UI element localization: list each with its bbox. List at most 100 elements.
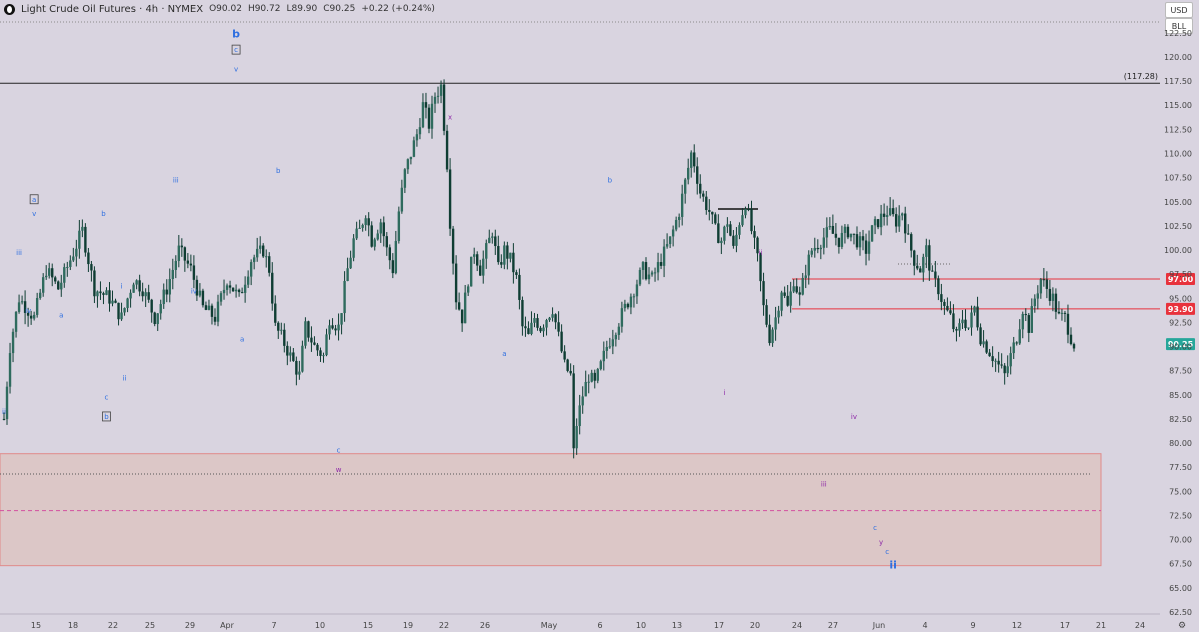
candle-body: [409, 156, 413, 160]
low-value: L89.90: [286, 4, 318, 14]
candle-body: [177, 245, 181, 261]
candle-body: [717, 223, 720, 244]
candle-body: [653, 272, 657, 274]
y-tick-label: 67.50: [1169, 560, 1192, 569]
instrument-title[interactable]: Light Crude Oil Futures · 4h · NYMEX: [21, 3, 204, 15]
instrument-logo-icon: [4, 3, 15, 15]
candle-body: [958, 323, 961, 331]
price-tag-bg: [1166, 272, 1195, 285]
y-tick-label: 102.50: [1164, 222, 1192, 231]
candle-body: [352, 238, 355, 258]
candle-body: [219, 293, 223, 302]
wave-label-box: [29, 194, 39, 205]
candle-body: [108, 290, 111, 304]
candle-body: [635, 284, 639, 297]
candle-body: [810, 250, 813, 255]
candle-body: [482, 258, 485, 276]
candle-body: [536, 318, 539, 328]
candle-body: [967, 327, 970, 329]
candle-body: [255, 248, 259, 258]
candle-body: [1021, 313, 1024, 330]
candle-body: [659, 262, 663, 266]
currency-button[interactable]: USD: [1165, 2, 1193, 18]
candle-body: [427, 107, 431, 129]
candle-body: [831, 225, 835, 234]
candle-body: [1024, 313, 1027, 316]
x-tick-label: 18: [68, 621, 78, 630]
settings-gear-icon[interactable]: ⚙: [1178, 621, 1186, 631]
x-tick-label: 20: [750, 621, 760, 630]
candle-body: [1054, 293, 1058, 312]
candle-body: [17, 302, 21, 312]
wave-label: b: [232, 28, 240, 41]
candle-body: [310, 337, 313, 343]
candle-body: [533, 318, 536, 323]
candle-body: [991, 356, 994, 362]
candle-body: [1006, 366, 1009, 374]
candle-body: [463, 292, 467, 324]
candle-body: [457, 302, 461, 310]
y-tick-label: 92.50: [1169, 318, 1192, 327]
candle-body: [180, 245, 184, 248]
unit-button[interactable]: BLL: [1165, 18, 1193, 34]
candle-body: [849, 233, 853, 238]
candle-body: [705, 196, 708, 211]
candle-body: [931, 270, 934, 272]
x-tick-label: May: [541, 621, 558, 630]
candle-body: [521, 299, 524, 327]
candle-body: [376, 233, 379, 240]
candle-body: [385, 236, 388, 248]
candle-body: [638, 269, 642, 285]
candle-body: [171, 269, 174, 279]
candle-body: [747, 209, 750, 211]
candle-body: [328, 325, 331, 335]
candle-body: [262, 245, 265, 257]
close-value: C90.25: [323, 4, 356, 14]
candle-body: [141, 291, 144, 297]
price-tag-label: 97.00: [1168, 275, 1194, 284]
candle-body: [72, 256, 75, 261]
candle-body: [2, 418, 6, 420]
candle-body: [63, 267, 66, 283]
candle-body: [355, 228, 358, 239]
candle-body: [114, 300, 117, 303]
candle-body: [668, 236, 672, 245]
candle-body: [1015, 342, 1018, 344]
candle-body: [129, 292, 132, 299]
candle-body: [26, 312, 30, 316]
wave-label: c: [873, 524, 877, 532]
candle-body: [126, 298, 129, 309]
candle-body: [243, 284, 247, 293]
candle-body: [198, 290, 202, 296]
candle-body: [228, 285, 232, 288]
candle-body: [530, 322, 533, 335]
candle-body: [99, 291, 102, 294]
candle-body: [397, 211, 401, 241]
y-tick-label: 65.00: [1169, 584, 1192, 593]
candle-body: [566, 359, 569, 371]
wave-label: ii: [123, 374, 127, 382]
candle-body: [23, 301, 27, 313]
candle-body: [557, 322, 560, 332]
candle-body: [331, 325, 334, 329]
candle-body: [937, 278, 940, 295]
candle-body: [159, 304, 162, 314]
candle-body: [671, 229, 675, 237]
candle-body: [1036, 293, 1040, 299]
x-tick-label: 27: [828, 621, 838, 630]
candle-body: [60, 282, 63, 290]
candle-body: [189, 263, 193, 266]
candle-body: [322, 355, 325, 357]
candle-body: [726, 224, 729, 227]
candle-body: [201, 290, 205, 306]
candle-body: [1042, 279, 1046, 281]
candle-body: [756, 237, 759, 254]
candle-body: [907, 233, 910, 235]
wave-label: c: [337, 447, 341, 455]
candle-body: [252, 257, 256, 263]
x-tick-label: 29: [185, 621, 195, 630]
candle-body: [168, 278, 171, 295]
candle-body: [629, 296, 633, 308]
